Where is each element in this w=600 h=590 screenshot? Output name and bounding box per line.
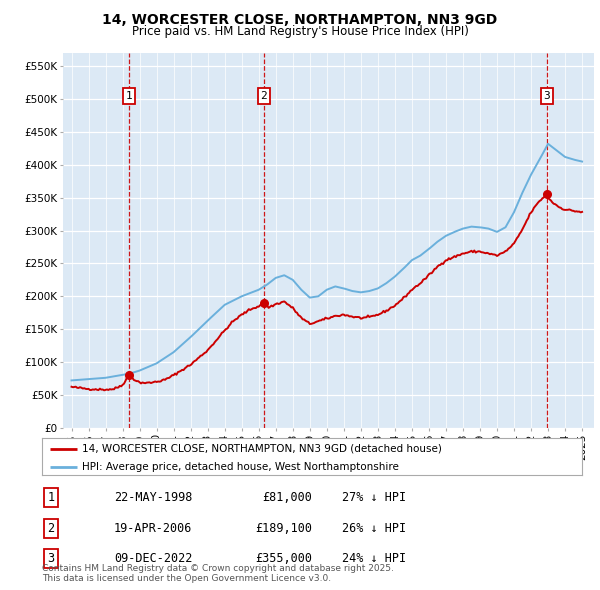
Text: £355,000: £355,000 — [255, 552, 312, 565]
Text: 22-MAY-1998: 22-MAY-1998 — [114, 491, 193, 504]
Text: 09-DEC-2022: 09-DEC-2022 — [114, 552, 193, 565]
Text: 24% ↓ HPI: 24% ↓ HPI — [342, 552, 406, 565]
Text: 19-APR-2006: 19-APR-2006 — [114, 522, 193, 535]
Text: 2: 2 — [47, 522, 55, 535]
Text: Contains HM Land Registry data © Crown copyright and database right 2025.
This d: Contains HM Land Registry data © Crown c… — [42, 563, 394, 583]
Text: 3: 3 — [47, 552, 55, 565]
Text: 26% ↓ HPI: 26% ↓ HPI — [342, 522, 406, 535]
Text: 3: 3 — [544, 91, 550, 101]
Text: 2: 2 — [260, 91, 267, 101]
Text: HPI: Average price, detached house, West Northamptonshire: HPI: Average price, detached house, West… — [83, 462, 400, 472]
Text: 14, WORCESTER CLOSE, NORTHAMPTON, NN3 9GD: 14, WORCESTER CLOSE, NORTHAMPTON, NN3 9G… — [103, 13, 497, 27]
Text: 1: 1 — [125, 91, 132, 101]
Text: Price paid vs. HM Land Registry's House Price Index (HPI): Price paid vs. HM Land Registry's House … — [131, 25, 469, 38]
Text: £189,100: £189,100 — [255, 522, 312, 535]
Text: 14, WORCESTER CLOSE, NORTHAMPTON, NN3 9GD (detached house): 14, WORCESTER CLOSE, NORTHAMPTON, NN3 9G… — [83, 444, 442, 454]
Text: 1: 1 — [47, 491, 55, 504]
Text: 27% ↓ HPI: 27% ↓ HPI — [342, 491, 406, 504]
Text: £81,000: £81,000 — [262, 491, 312, 504]
